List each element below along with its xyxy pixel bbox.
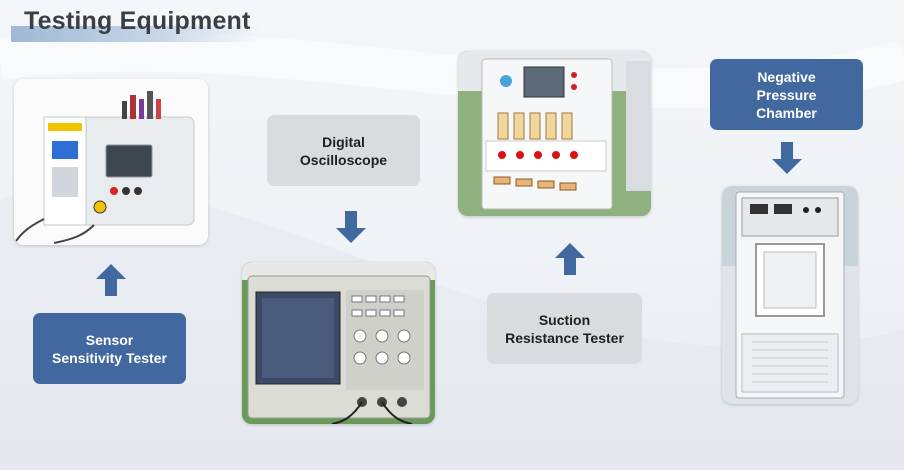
- negative-pressure-chamber-label: Negative Pressure Chamber: [710, 59, 863, 130]
- up-arrow-icon: [555, 243, 585, 275]
- up-arrow-icon: [96, 264, 126, 296]
- down-arrow-icon: [772, 142, 802, 174]
- sensor-sensitivity-tester-label: Sensor Sensitivity Tester: [33, 313, 186, 384]
- sensor-sensitivity-tester-photo: [14, 79, 208, 245]
- digital-oscilloscope-label: Digital Oscilloscope: [267, 115, 420, 186]
- suction-resistance-tester-label: Suction Resistance Tester: [487, 293, 642, 364]
- title-underline-bar: [11, 26, 261, 42]
- negative-pressure-chamber-photo: [722, 186, 858, 404]
- down-arrow-icon: [336, 211, 366, 243]
- suction-resistance-tester-photo: [458, 51, 651, 216]
- page-title: Testing Equipment: [24, 7, 251, 35]
- digital-oscilloscope-photo: [242, 262, 435, 424]
